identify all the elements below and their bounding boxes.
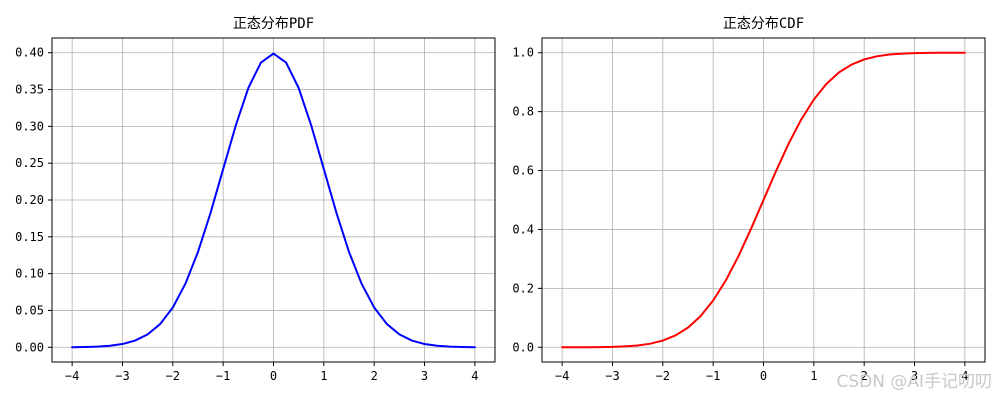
cdf-chart-title: 正态分布CDF	[723, 16, 804, 32]
pdf-y-tick-label: 0.00	[15, 340, 44, 354]
pdf-y-tick-label: 0.40	[15, 46, 44, 60]
pdf-grid	[52, 38, 495, 362]
cdf-y-tick-label: 0.0	[512, 340, 534, 354]
cdf-curve	[561, 51, 966, 349]
cdf-y-tick-label: 0.4	[512, 222, 534, 236]
pdf-chart: 正态分布PDF −4 −3 −2 −1 0 1 2 3 4 0.000.050.100.150.…	[15, 16, 496, 383]
pdf-x-axis: −4 −3 −2 −1 0 1 2 3 4	[65, 362, 478, 383]
cdf-x-tick-label: −3	[605, 369, 619, 383]
cdf-x-tick-label: −4	[555, 369, 569, 383]
pdf-x-tick-label: 0	[270, 369, 277, 383]
pdf-x-tick-label: 2	[371, 369, 378, 383]
cdf-series	[561, 51, 966, 349]
cdf-y-tick-label: 0.6	[512, 164, 534, 178]
pdf-y-tick-label: 0.20	[15, 193, 44, 207]
watermark: CSDN @AI手记叨叨	[836, 372, 992, 392]
cdf-y-axis: 0.0 0.2 0.4 0.6 0.8 1.0	[512, 46, 542, 354]
pdf-x-tick-label: −3	[115, 369, 129, 383]
pdf-y-tick-label: 0.05	[15, 303, 44, 317]
pdf-y-tick-label: 0.25	[15, 156, 44, 170]
cdf-y-tick-label: 0.8	[512, 105, 534, 119]
pdf-y-tick-label: 0.15	[15, 230, 44, 244]
cdf-x-tick-label: 0	[760, 369, 767, 383]
cdf-x-tick-label: −2	[656, 369, 670, 383]
pdf-x-tick-label: 3	[421, 369, 428, 383]
cdf-x-tick-label: 4	[961, 369, 968, 383]
pdf-x-tick-label: −1	[216, 369, 230, 383]
pdf-series	[71, 52, 476, 349]
pdf-x-tick-label: 1	[320, 369, 327, 383]
pdf-curve	[71, 52, 476, 349]
cdf-x-tick-label: 1	[810, 369, 817, 383]
pdf-chart-title: 正态分布PDF	[233, 16, 314, 32]
pdf-y-tick-label: 0.35	[15, 83, 44, 97]
pdf-x-tick-label: −4	[65, 369, 79, 383]
pdf-y-axis: 0.00 0.05 0.10 0.15 0.20 0.25 0.30 0.35 0.40	[15, 46, 52, 354]
cdf-y-tick-label: 1.0	[512, 46, 534, 60]
pdf-y-tick-label: 0.10	[15, 267, 44, 281]
pdf-y-tick-label: 0.30	[15, 119, 44, 133]
cdf-x-tick-label: 2	[861, 369, 868, 383]
cdf-chart: 正态分布CDF −4 −3 −2 −1 0 1 2 3 4 0.0 0.2 0.4 0.6 0.8 1.0	[512, 16, 986, 383]
cdf-x-tick-label: 3	[911, 369, 918, 383]
pdf-x-tick-label: 4	[471, 369, 478, 383]
cdf-x-axis: −4 −3 −2 −1 0 1 2 3 4	[555, 362, 968, 383]
cdf-y-tick-label: 0.2	[512, 281, 534, 295]
pdf-x-tick-label: −2	[166, 369, 180, 383]
cdf-x-tick-label: −1	[706, 369, 720, 383]
